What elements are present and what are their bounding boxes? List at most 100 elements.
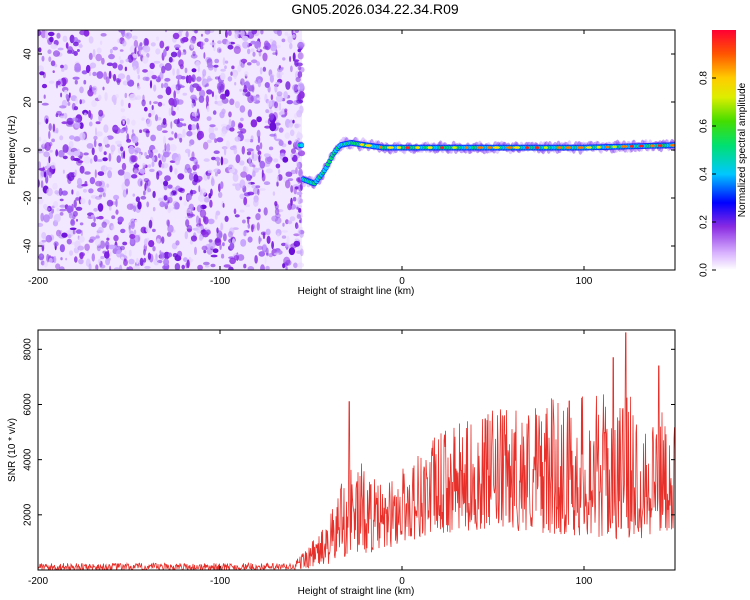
- noise-speck: [48, 130, 51, 140]
- noise-speck: [278, 140, 284, 146]
- noise-speck: [255, 94, 260, 98]
- noise-speck: [258, 155, 261, 163]
- noise-speck: [109, 222, 114, 231]
- noise-speck: [145, 155, 150, 159]
- noise-speck: [178, 118, 185, 122]
- trace-hotspot: [365, 144, 372, 147]
- noise-speck: [194, 30, 198, 34]
- noise-speck: [216, 47, 222, 54]
- noise-speck: [269, 112, 274, 121]
- noise-speck: [289, 129, 295, 137]
- noise-speck: [113, 98, 117, 106]
- noise-speck: [120, 245, 125, 251]
- noise-speck: [96, 71, 104, 79]
- noise-speck: [41, 83, 48, 89]
- noise-speck: [112, 126, 119, 130]
- noise-speck: [57, 47, 64, 51]
- noise-speck: [214, 94, 218, 101]
- noise-speck: [125, 58, 130, 63]
- noise-speck: [38, 65, 44, 72]
- noise-speck: [247, 223, 251, 229]
- noise-speck: [250, 119, 258, 128]
- noise-speck: [290, 169, 297, 175]
- noise-speck: [122, 120, 125, 125]
- noise-speck: [43, 94, 46, 99]
- noise-speck: [73, 41, 79, 47]
- noise-speck: [191, 99, 196, 104]
- noise-speck: [141, 99, 146, 107]
- noise-speck: [275, 49, 278, 56]
- noise-speck: [212, 248, 219, 253]
- noise-speck: [53, 255, 57, 264]
- noise-speck: [158, 197, 163, 202]
- noise-speck: [159, 40, 165, 49]
- noise-speck: [62, 144, 69, 153]
- noise-speck: [95, 180, 103, 187]
- noise-speck: [222, 242, 225, 247]
- noise-speck: [113, 194, 120, 200]
- noise-speck: [89, 236, 96, 241]
- noise-speck: [220, 72, 226, 81]
- noise-speck: [121, 115, 127, 123]
- noise-speck: [187, 124, 193, 131]
- noise-speck: [48, 257, 53, 263]
- noise-speck: [67, 172, 75, 182]
- noise-speck: [175, 185, 181, 192]
- noise-speck: [239, 105, 246, 113]
- noise-speck: [163, 195, 168, 201]
- noise-speck: [235, 154, 241, 164]
- noise-speck: [48, 56, 52, 62]
- noise-speck: [239, 179, 246, 189]
- noise-speck: [284, 31, 289, 36]
- noise-speck: [220, 68, 226, 72]
- noise-speck: [120, 99, 124, 107]
- noise-speck: [251, 84, 255, 93]
- trace-hotspot: [543, 146, 548, 149]
- noise-speck: [206, 105, 210, 113]
- noise-speck: [124, 32, 133, 39]
- noise-speck: [296, 62, 303, 67]
- noise-speck: [50, 43, 58, 50]
- snr-frame: [37, 329, 676, 571]
- noise-speck: [67, 151, 76, 156]
- noise-speck: [55, 127, 59, 134]
- noise-speck: [242, 92, 246, 96]
- noise-speck: [146, 201, 150, 208]
- noise-speck: [53, 213, 61, 223]
- noise-speck: [137, 234, 141, 242]
- trace-hotspot: [396, 146, 401, 149]
- noise-speck: [223, 264, 231, 268]
- noise-speck: [88, 188, 94, 194]
- noise-speck: [43, 151, 50, 158]
- noise-speck: [103, 71, 107, 80]
- noise-speck: [262, 66, 267, 72]
- noise-speck: [282, 222, 285, 227]
- trace-hotspot: [506, 146, 513, 149]
- noise-speck: [161, 65, 166, 74]
- noise-speck: [95, 127, 97, 136]
- noise-speck: [164, 77, 171, 82]
- noise-speck: [45, 234, 53, 243]
- noise-speck: [281, 66, 284, 70]
- noise-speck: [144, 265, 151, 269]
- noise-speck: [252, 170, 256, 177]
- noise-speck: [69, 34, 75, 44]
- noise-speck: [202, 215, 207, 223]
- noise-speck: [40, 170, 44, 179]
- trace-hotspot: [427, 146, 433, 149]
- noise-speck: [242, 166, 249, 174]
- noise-speck: [207, 64, 214, 71]
- noise-speck: [214, 76, 220, 80]
- spectrogram-y-tick-label: 20: [23, 96, 34, 108]
- noise-speck: [69, 135, 75, 140]
- trace-hotspot: [638, 144, 644, 148]
- noise-speck: [297, 52, 304, 60]
- noise-speck: [98, 226, 104, 234]
- noise-speck: [106, 183, 110, 188]
- noise-speck: [160, 163, 165, 169]
- noise-speck: [220, 222, 224, 231]
- noise-speck: [149, 80, 153, 89]
- snr-y-tick-label: 6000: [23, 393, 34, 416]
- noise-speck: [113, 234, 119, 242]
- trace-hotspot: [378, 145, 383, 149]
